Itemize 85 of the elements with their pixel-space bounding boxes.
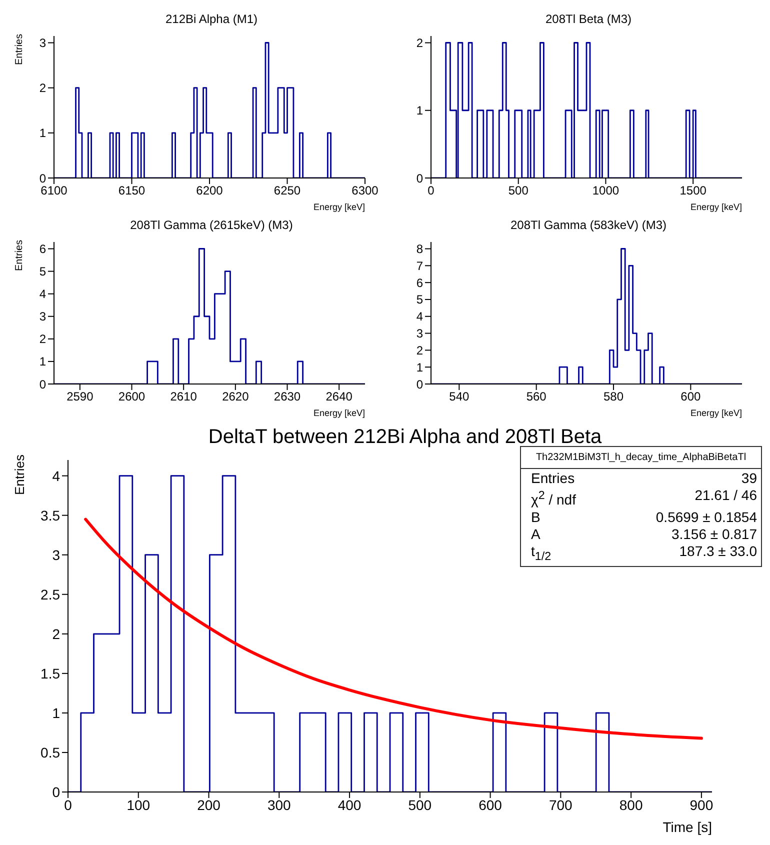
y-axis-title: Entries: [14, 240, 26, 271]
x-tick-label: 0: [428, 184, 435, 198]
y-axis-title: Entries: [12, 454, 28, 495]
y-tick-label: 6: [39, 242, 46, 256]
x-tick-label: 300: [267, 796, 292, 813]
y-tick-label: 3.5: [40, 507, 60, 524]
x-tick-label: 1000: [592, 184, 620, 198]
annotation: 21.61 / 46: [694, 487, 757, 505]
y-tick-label: 0: [39, 171, 46, 186]
y-tick-label: 4: [52, 468, 60, 484]
x-tick-label: 400: [338, 796, 362, 813]
x-axis-title: Energy [keV]: [313, 202, 365, 212]
y-tick-label: 0: [416, 171, 424, 186]
annotation: t$_{1/2}$: [531, 542, 552, 564]
y-tick-label: 1: [52, 704, 60, 721]
y-tick-label: 1: [416, 104, 424, 118]
y-tick-label: 3: [52, 546, 60, 563]
y-tick-label: 2: [39, 81, 46, 96]
y-tick-label: 3: [39, 36, 46, 50]
x-axis-title: Energy [keV]: [690, 408, 742, 418]
y-tick-label: 4: [416, 310, 424, 324]
x-tick-label: 2590: [66, 390, 94, 404]
annotation: χ$^{2}$ / ndf: [531, 488, 576, 509]
y-tick-label: 2: [39, 332, 46, 346]
x-tick-label: 6100: [40, 184, 68, 198]
x-tick-label: 600: [680, 390, 702, 404]
x-tick-label: 6150: [118, 184, 146, 198]
x-tick-label: 6250: [274, 184, 301, 198]
annotation: 187.3 ± 33.0: [679, 542, 757, 561]
y-tick-label: 2: [52, 626, 60, 642]
x-tick-label: 540: [449, 390, 470, 404]
text: 39: [741, 470, 757, 487]
y-tick-label: 1: [39, 126, 46, 140]
x-tick-label: 0: [64, 796, 72, 813]
x-tick-label: 2610: [170, 390, 198, 404]
x-tick-label: 2620: [222, 390, 250, 404]
y-tick-label: 0: [39, 377, 46, 392]
y-tick-label: 0.5: [40, 744, 60, 760]
x-tick-label: 200: [197, 796, 221, 813]
x-tick-label: 500: [408, 796, 432, 813]
x-tick-label: 700: [549, 796, 573, 813]
annotation: Th232M1BiM3Tl_h_decay_time_AlphaBiBetaTl: [521, 447, 761, 469]
y-tick-label: 2.5: [40, 586, 60, 602]
y-tick-label: 8: [416, 242, 424, 256]
x-axis-title: Energy [keV]: [313, 408, 365, 418]
y-tick-label: 1.5: [40, 665, 60, 682]
y-tick-label: 0: [52, 784, 60, 800]
x-tick-label: 2630: [274, 390, 301, 404]
x-tick-label: 2600: [118, 390, 146, 404]
chart-title: 208Tl Beta (M3): [544, 11, 633, 28]
x-axis-title: Time [s]: [662, 819, 712, 835]
x-tick-label: 900: [690, 796, 714, 813]
y-tick-label: 3: [39, 310, 46, 324]
annotation: 3.156 ± 0.817: [671, 526, 757, 543]
annotation: B: [531, 508, 540, 526]
y-tick-label: 1: [39, 354, 46, 369]
y-axis-title: Entries: [14, 34, 26, 65]
y-tick-label: 4: [39, 287, 46, 302]
y-tick-label: 3: [416, 326, 424, 341]
x-tick-label: 6200: [196, 184, 224, 198]
chart-title: DeltaT between 212Bi Alpha and 208Tl Beta: [208, 426, 602, 448]
y-tick-label: 7: [416, 258, 424, 273]
chart-title: 208Tl Gamma (583keV) (M3): [509, 217, 668, 234]
x-tick-label: 500: [508, 184, 529, 198]
x-tick-label: 580: [603, 390, 624, 404]
x-axis-title: Energy [keV]: [690, 202, 742, 212]
chart-title: 212Bi Alpha (M1): [164, 11, 259, 28]
y-tick-label: 5: [416, 292, 424, 307]
annotation: Entries: [531, 470, 575, 487]
x-tick-label: 800: [619, 796, 643, 813]
x-tick-label: 1500: [680, 184, 707, 198]
chart-title: 208Tl Gamma (2615keV) (M3): [129, 217, 294, 234]
y-tick-label: 6: [416, 276, 424, 290]
x-tick-label: 560: [526, 390, 547, 404]
y-tick-label: 2: [416, 343, 424, 358]
y-tick-label: 0: [416, 377, 424, 392]
x-tick-label: 100: [126, 796, 150, 813]
annotation: 0.5699 ± 0.1854: [656, 508, 757, 526]
x-tick-label: 2640: [326, 390, 353, 404]
x-tick-label: 600: [478, 796, 502, 813]
y-tick-label: 2: [416, 36, 424, 50]
x-tick-label: 6300: [352, 184, 379, 198]
annotation: A: [531, 526, 540, 543]
y-tick-label: 1: [416, 360, 424, 374]
y-tick-label: 5: [39, 264, 46, 279]
